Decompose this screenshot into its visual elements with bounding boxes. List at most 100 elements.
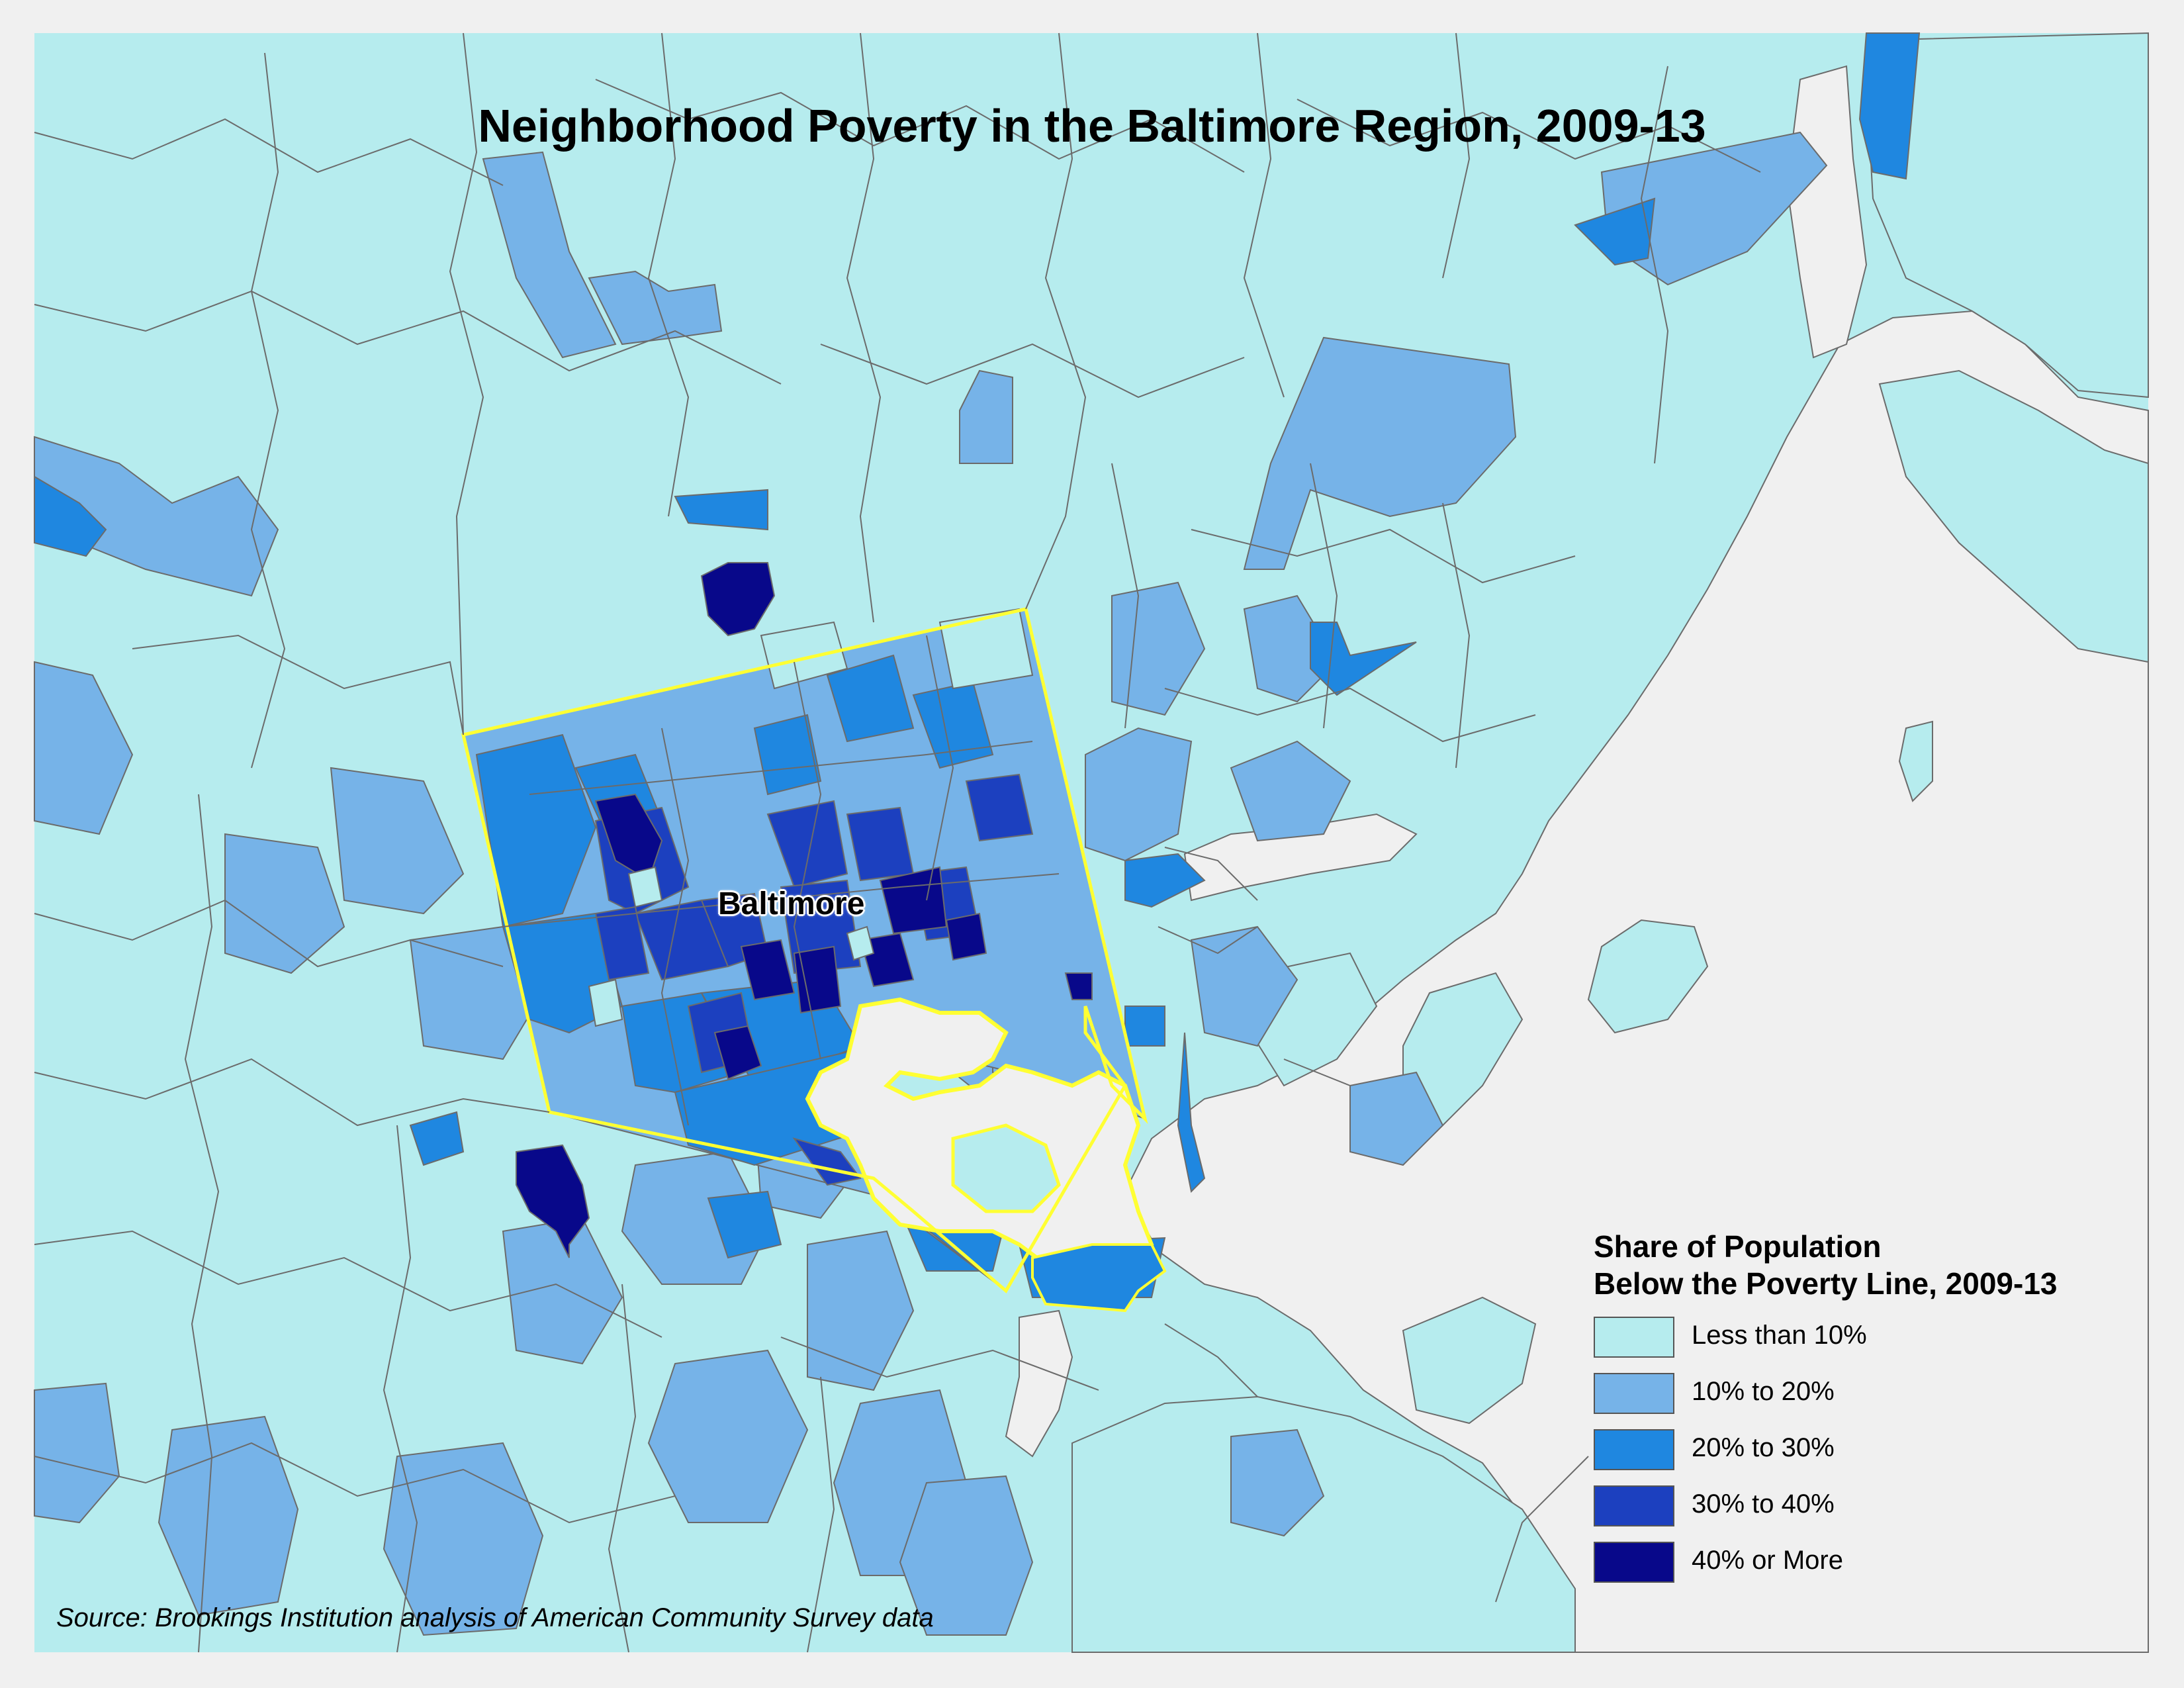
legend-label: Less than 10%	[1692, 1321, 1867, 1350]
legend-item-10-to-20: 10% to 20%	[1594, 1373, 2150, 1429]
tract	[1243, 336, 1517, 570]
legend-swatch	[1594, 1542, 1674, 1583]
river-upper	[1786, 65, 1868, 359]
tract	[780, 879, 862, 974]
line	[1310, 463, 1338, 729]
tract	[1310, 622, 1417, 696]
line	[1025, 32, 1087, 610]
tract	[475, 733, 597, 928]
tracts-dark-outer	[516, 562, 1093, 1258]
city-boundary	[461, 607, 1148, 1293]
tract	[938, 608, 1034, 690]
legend-swatch	[1594, 1485, 1674, 1526]
eastern-shore	[1878, 369, 2149, 663]
line	[608, 1284, 637, 1653]
legend-title: Share of Population Below the Poverty Li…	[1594, 1228, 2150, 1302]
line	[780, 1336, 1099, 1391]
line	[1191, 528, 1576, 584]
tract	[1177, 1032, 1206, 1194]
line	[595, 79, 1245, 173]
legend-title-line2: Below the Poverty Line, 2009-13	[1594, 1266, 2058, 1301]
line	[1442, 32, 1471, 279]
legend-label: 10% to 20%	[1692, 1377, 1835, 1406]
legend-item-40-or-more: 40% or More	[1594, 1542, 2150, 1598]
small-island	[1898, 720, 1933, 802]
river-lower	[1005, 1309, 1073, 1458]
line	[793, 661, 822, 1060]
line	[1111, 463, 1140, 729]
tract	[793, 945, 842, 1014]
line	[1297, 99, 1761, 173]
tract	[1111, 581, 1206, 716]
tract	[594, 906, 650, 981]
line	[660, 727, 690, 1126]
tract	[627, 866, 663, 908]
tract	[760, 621, 848, 690]
line	[1243, 32, 1285, 398]
line	[1495, 1456, 1589, 1603]
tract	[647, 1349, 809, 1523]
line	[1158, 926, 1258, 955]
legend-item-20-to-30: 20% to 30%	[1594, 1429, 2150, 1485]
line	[647, 32, 690, 517]
tract	[859, 932, 915, 988]
tract	[826, 654, 915, 743]
tract	[807, 1230, 915, 1391]
map-title: Neighborhood Poverty in the Baltimore Re…	[478, 100, 1706, 152]
legend-swatch	[1594, 1429, 1674, 1470]
tract	[34, 475, 107, 557]
tract	[945, 912, 987, 961]
line	[449, 32, 484, 735]
legend-swatch	[1594, 1317, 1674, 1358]
tract	[753, 714, 822, 796]
tract	[740, 939, 796, 1001]
line	[1442, 502, 1471, 769]
tract	[34, 661, 134, 835]
legend-label: 40% or More	[1692, 1546, 1843, 1575]
tract	[965, 773, 1034, 842]
city-tracts	[462, 608, 1146, 1291]
tract	[1064, 972, 1093, 1000]
legend-label: 20% to 30%	[1692, 1433, 1835, 1462]
legend: Share of Population Below the Poverty Li…	[1594, 1228, 2150, 1598]
line	[1640, 66, 1669, 464]
bay-island	[1587, 919, 1709, 1034]
tract	[1243, 594, 1338, 703]
line	[1164, 847, 1258, 901]
legend-item-30-to-40: 30% to 40%	[1594, 1485, 2150, 1542]
tract	[700, 562, 776, 637]
tract	[594, 793, 663, 882]
line	[1164, 687, 1536, 743]
tract	[516, 1144, 590, 1258]
tract	[959, 369, 1013, 464]
tract	[224, 833, 345, 974]
peninsula-east	[1402, 972, 1524, 1127]
line	[184, 794, 220, 1653]
tract	[409, 925, 544, 1060]
city-label-baltimore: Baltimore	[718, 886, 865, 921]
line	[34, 1058, 550, 1127]
tract	[1124, 853, 1206, 908]
north-neck	[1865, 32, 2149, 399]
tract	[766, 800, 848, 888]
tract	[1349, 1071, 1444, 1166]
tract	[330, 767, 465, 915]
line	[529, 741, 1033, 795]
legend-item-less-than-10: Less than 10%	[1594, 1317, 2150, 1373]
line	[502, 873, 1060, 927]
line	[34, 1230, 662, 1338]
source-note: Source: Brookings Institution analysis o…	[56, 1603, 934, 1632]
tract	[846, 925, 875, 961]
line	[250, 52, 286, 769]
tract-lines	[34, 32, 1761, 1653]
legend-items: Less than 10% 10% to 20% 20% to 30% 30% …	[1594, 1317, 2150, 1598]
tract	[383, 1442, 544, 1636]
line	[132, 634, 464, 735]
line	[846, 32, 882, 623]
line	[820, 343, 1245, 399]
tract	[1124, 1006, 1165, 1047]
line	[1164, 1323, 1258, 1397]
line	[807, 1376, 835, 1653]
tract	[482, 151, 617, 359]
